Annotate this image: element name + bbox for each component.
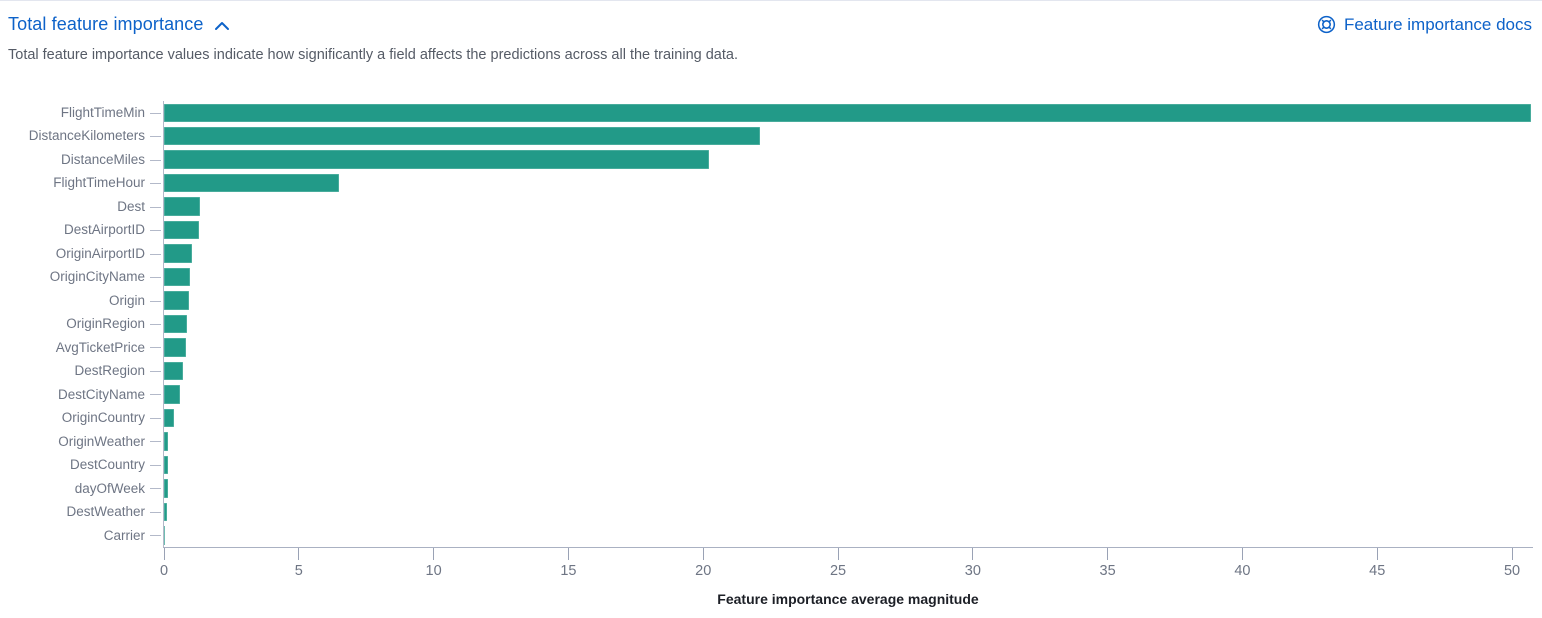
x-axis-line [163,547,1533,548]
y-axis-label: FlightTimeHour [53,175,145,191]
bar-DistanceKilometers [164,126,760,146]
bar-dayOfWeek [164,479,169,498]
x-axis-tick [1107,548,1109,560]
bar-AvgTicketPrice [164,338,187,357]
y-axis-label: DestAirportID [63,222,145,238]
bar-DestWeather [164,502,168,522]
y-axis-tick [150,230,161,232]
bar-DestRegion [164,361,183,381]
y-axis-tick [150,464,161,466]
y-axis-tick [150,370,161,372]
y-axis-tick [150,324,161,325]
x-axis-title: Feature importance average magnitude [717,591,979,607]
x-axis-tick-label: 0 [159,563,169,579]
x-axis-tick [1511,548,1513,560]
y-axis-tick [150,511,161,513]
x-axis-tick-label: 25 [829,563,847,579]
x-axis-tick [433,548,435,560]
x-axis-tick-label: 15 [560,563,577,579]
x-axis-tick-label: 10 [425,563,442,579]
x-axis-tick-label: 30 [964,563,981,579]
x-axis-tick [1241,548,1243,560]
y-axis-tick [150,488,161,490]
x-axis-tick [972,548,974,560]
y-axis-label: DestWeather [66,504,145,520]
y-axis-label: OriginCountry [61,410,145,426]
y-axis-tick [150,206,161,208]
x-axis-tick-label: 20 [695,563,712,579]
y-axis-label: Dest [117,198,145,214]
y-axis-tick [150,441,161,443]
y-axis-label: DestCountry [69,457,145,473]
total-feature-importance-toggle[interactable]: Total feature importance [8,14,230,35]
x-axis-tick [298,548,300,560]
y-axis-tick [150,183,161,185]
y-axis-label: OriginRegion [66,316,145,332]
bar-DestCityName [164,385,180,404]
x-axis-tick-label: 40 [1234,563,1251,579]
x-axis-tick [702,548,704,560]
x-axis-tick [567,548,569,560]
x-axis-tick [163,548,165,560]
bar-DistanceMiles [164,150,709,169]
bar-OriginCityName [164,267,191,287]
y-axis-tick [150,394,161,396]
section-description: Total feature importance values indicate… [8,47,738,63]
bar-Carrier [164,526,166,545]
bar-Dest [164,197,200,216]
bar-DestCountry [164,455,169,475]
y-axis-label: OriginAirportID [55,245,145,261]
y-axis-line [163,101,164,547]
docs-link-label: Feature importance docs [1343,14,1532,34]
x-axis-tick-label: 35 [1099,563,1116,579]
x-axis-tick-label: 50 [1503,563,1521,579]
y-axis-label: FlightTimeMin [60,105,145,120]
bar-FlightTimeHour [164,173,340,193]
bar-OriginCountry [164,408,174,428]
x-axis-tick-label: 5 [294,563,303,579]
feature-importance-chart: FlightTimeMin DistanceKilometers DistanceM… [0,101,1542,611]
bar-FlightTimeMin [164,103,1531,122]
y-axis-label: AvgTicketPrice [55,339,145,355]
y-axis-tick [150,253,161,255]
feature-importance-docs-link[interactable]: Feature importance docs [1317,15,1532,35]
y-axis-tick [150,300,161,302]
y-axis-label: Origin [108,292,145,308]
y-axis-tick [150,277,161,279]
y-axis-label: dayOfWeek [74,480,145,496]
bar-Origin [164,291,189,310]
x-axis-tick [837,548,839,560]
y-axis-label: DistanceKilometers [28,128,145,144]
x-axis-tick-label: 45 [1369,563,1386,579]
y-axis-label: Carrier [103,527,145,543]
x-axis-tick [1376,548,1378,560]
y-axis-label: OriginWeather [58,433,145,449]
y-axis-tick [150,417,161,419]
y-axis-tick [150,112,161,114]
y-axis-label: DestCityName [57,386,145,402]
chevron-up-icon [214,22,229,30]
y-axis-tick [150,347,161,349]
section-title: Total feature importance [8,14,204,34]
y-axis-label: OriginCityName [49,269,145,285]
panel-header: Total feature importance Feature importa… [0,1,1542,35]
y-axis-tick [150,159,161,161]
y-axis-label: DistanceMiles [60,151,145,167]
y-axis-label: DestRegion [74,363,145,379]
bar-OriginRegion [164,314,187,334]
y-axis-tick [150,136,161,138]
bar-OriginAirportID [164,244,193,263]
lifebuoy-help-icon [1317,15,1336,34]
y-axis-tick [150,535,161,537]
bar-DestAirportID [164,220,199,240]
bar-OriginWeather [164,432,169,451]
